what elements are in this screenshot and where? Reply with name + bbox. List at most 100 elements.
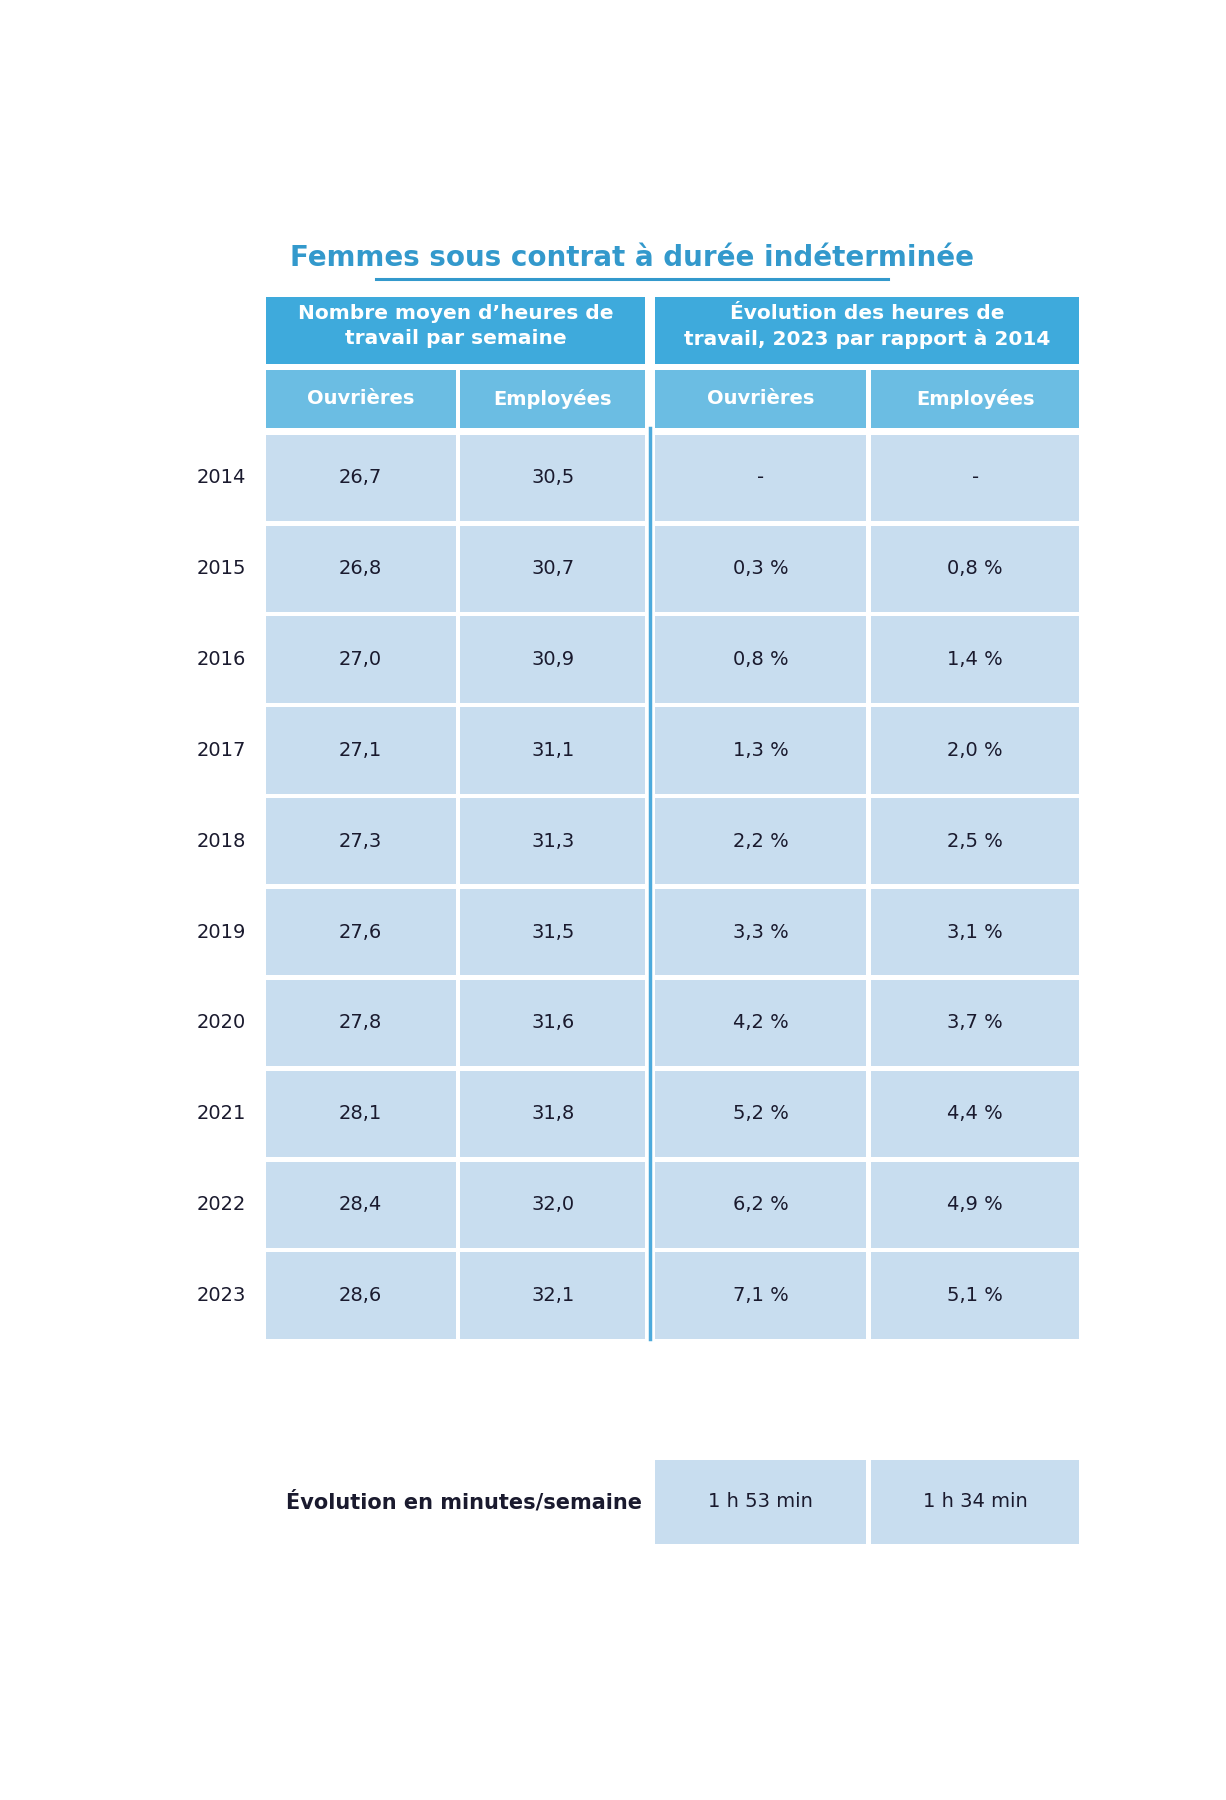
Text: 27,8: 27,8 bbox=[338, 1013, 383, 1033]
Text: Femmes sous contrat à durée indéterminée: Femmes sous contrat à durée indéterminée bbox=[289, 245, 973, 272]
Text: 5,1 %: 5,1 % bbox=[948, 1285, 1003, 1305]
Bar bbox=[656, 707, 867, 794]
Bar bbox=[870, 889, 1079, 976]
Text: 27,6: 27,6 bbox=[338, 923, 383, 941]
Text: 2021: 2021 bbox=[196, 1105, 246, 1123]
Text: 30,7: 30,7 bbox=[531, 560, 574, 578]
Bar bbox=[266, 526, 456, 612]
Bar bbox=[266, 707, 456, 794]
Bar bbox=[656, 889, 867, 976]
Text: 0,8 %: 0,8 % bbox=[733, 650, 788, 670]
Text: 30,5: 30,5 bbox=[531, 468, 575, 488]
Text: 27,3: 27,3 bbox=[338, 832, 383, 851]
Text: 0,3 %: 0,3 % bbox=[733, 560, 788, 578]
Text: 2,2 %: 2,2 % bbox=[733, 832, 788, 851]
Bar bbox=[266, 1253, 456, 1339]
Bar bbox=[646, 889, 655, 976]
Text: 6,2 %: 6,2 % bbox=[733, 1195, 788, 1215]
Text: -: - bbox=[971, 468, 978, 488]
Bar bbox=[646, 797, 655, 884]
Bar bbox=[460, 371, 645, 428]
Text: Employées: Employées bbox=[916, 389, 1035, 409]
Text: 5,2 %: 5,2 % bbox=[733, 1105, 788, 1123]
Bar bbox=[656, 1460, 867, 1544]
Bar bbox=[266, 616, 456, 702]
Text: 28,4: 28,4 bbox=[338, 1195, 383, 1215]
Text: 1,3 %: 1,3 % bbox=[733, 742, 788, 760]
Bar bbox=[646, 1253, 655, 1339]
Text: 2017: 2017 bbox=[196, 742, 246, 760]
Text: Évolution des heures de
travail, 2023 par rapport à 2014: Évolution des heures de travail, 2023 pa… bbox=[684, 304, 1051, 349]
Text: 3,1 %: 3,1 % bbox=[948, 923, 1003, 941]
Bar bbox=[656, 979, 867, 1066]
Bar bbox=[460, 1161, 645, 1247]
Text: 31,3: 31,3 bbox=[531, 832, 575, 851]
Bar bbox=[266, 371, 456, 428]
Bar bbox=[646, 297, 655, 364]
Bar bbox=[656, 797, 867, 884]
Text: 1 h 53 min: 1 h 53 min bbox=[709, 1492, 813, 1512]
Text: 3,7 %: 3,7 % bbox=[948, 1013, 1003, 1033]
Bar bbox=[266, 1161, 456, 1247]
Text: 4,9 %: 4,9 % bbox=[948, 1195, 1003, 1215]
Bar bbox=[646, 371, 655, 428]
Bar bbox=[646, 1161, 655, 1247]
Text: 4,2 %: 4,2 % bbox=[733, 1013, 788, 1033]
Bar bbox=[266, 979, 456, 1066]
Text: 2022: 2022 bbox=[196, 1195, 246, 1215]
Bar bbox=[656, 1253, 867, 1339]
Bar bbox=[656, 1161, 867, 1247]
Text: 2,0 %: 2,0 % bbox=[948, 742, 1003, 760]
Bar bbox=[460, 434, 645, 520]
Text: 31,1: 31,1 bbox=[531, 742, 575, 760]
Text: 31,8: 31,8 bbox=[531, 1105, 575, 1123]
Bar bbox=[266, 297, 645, 364]
Bar bbox=[460, 797, 645, 884]
Bar bbox=[656, 297, 1079, 364]
Bar bbox=[646, 979, 655, 1066]
Text: 2020: 2020 bbox=[197, 1013, 246, 1033]
Bar bbox=[646, 1071, 655, 1157]
Text: 4,4 %: 4,4 % bbox=[948, 1105, 1003, 1123]
Bar bbox=[870, 526, 1079, 612]
Text: 3,3 %: 3,3 % bbox=[733, 923, 788, 941]
Bar bbox=[870, 1253, 1079, 1339]
Bar bbox=[460, 526, 645, 612]
Bar bbox=[646, 434, 655, 520]
Text: 32,0: 32,0 bbox=[531, 1195, 574, 1215]
Bar bbox=[460, 707, 645, 794]
Text: 2019: 2019 bbox=[196, 923, 246, 941]
Bar bbox=[870, 1161, 1079, 1247]
Bar bbox=[266, 434, 456, 520]
Text: Ouvrières: Ouvrières bbox=[306, 389, 414, 409]
Text: 31,5: 31,5 bbox=[531, 923, 575, 941]
Text: 0,8 %: 0,8 % bbox=[948, 560, 1003, 578]
Bar bbox=[656, 1071, 867, 1157]
Bar bbox=[870, 1071, 1079, 1157]
Bar bbox=[656, 434, 867, 520]
Bar bbox=[646, 707, 655, 794]
Text: Nombre moyen d’heures de
travail par semaine: Nombre moyen d’heures de travail par sem… bbox=[298, 304, 613, 349]
Text: 27,0: 27,0 bbox=[340, 650, 383, 670]
Text: Ouvrières: Ouvrières bbox=[707, 389, 814, 409]
Text: 2023: 2023 bbox=[196, 1285, 246, 1305]
Text: 30,9: 30,9 bbox=[531, 650, 574, 670]
Bar bbox=[870, 797, 1079, 884]
Bar bbox=[460, 1253, 645, 1339]
Text: 27,1: 27,1 bbox=[338, 742, 383, 760]
Text: Employées: Employées bbox=[494, 389, 612, 409]
Bar bbox=[266, 889, 456, 976]
Text: 7,1 %: 7,1 % bbox=[733, 1285, 788, 1305]
Text: 28,1: 28,1 bbox=[338, 1105, 383, 1123]
Text: 1,4 %: 1,4 % bbox=[948, 650, 1003, 670]
Bar bbox=[460, 889, 645, 976]
Text: 26,8: 26,8 bbox=[338, 560, 383, 578]
Bar bbox=[460, 616, 645, 702]
Text: 28,6: 28,6 bbox=[338, 1285, 383, 1305]
Bar bbox=[646, 616, 655, 702]
Bar bbox=[656, 371, 867, 428]
Bar bbox=[870, 707, 1079, 794]
Bar bbox=[870, 371, 1079, 428]
Bar bbox=[646, 526, 655, 612]
Bar bbox=[870, 1460, 1079, 1544]
